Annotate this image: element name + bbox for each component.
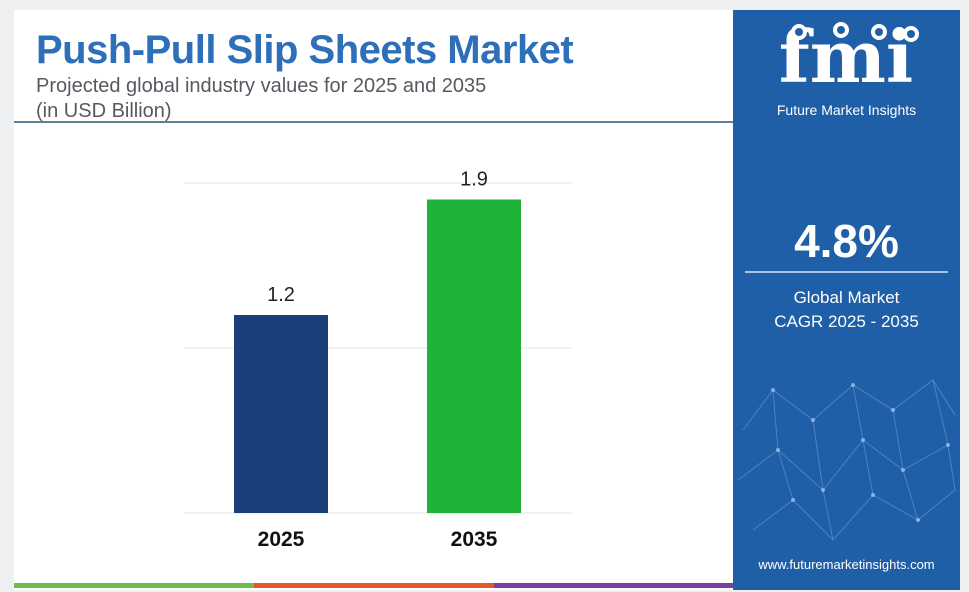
chart-panel: Push-Pull Slip Sheets Market Projected g… xyxy=(14,10,733,590)
bar-2035 xyxy=(427,199,521,513)
cagr-label-line-1: Global Market xyxy=(793,288,900,307)
strip-segment-green xyxy=(14,583,254,588)
bar-2025 xyxy=(234,315,328,513)
strip-segment-purple xyxy=(494,583,733,588)
cagr-value: 4.8% xyxy=(794,215,899,267)
subtitle: Projected global industry values for 202… xyxy=(36,74,486,124)
title-divider xyxy=(14,121,733,123)
website-link[interactable]: www.futuremarketinsights.com xyxy=(758,557,935,572)
fmi-logo-mark: fmi xyxy=(779,14,919,99)
subtitle-line-1: Projected global industry values for 202… xyxy=(36,75,487,97)
fmi-logo: fmi Future Market Insights xyxy=(733,14,960,118)
x-tick-label-2025: 2025 xyxy=(258,528,305,551)
infographic-card: Push-Pull Slip Sheets Market Projected g… xyxy=(14,10,960,590)
subtitle-line-2: (in USD Billion) xyxy=(36,100,172,122)
cagr-divider xyxy=(745,271,948,273)
page-title: Push-Pull Slip Sheets Market xyxy=(36,28,574,72)
network-pattern xyxy=(737,379,956,541)
x-tick-label-2035: 2035 xyxy=(451,528,498,551)
data-label-2025: 1.2 xyxy=(267,284,295,306)
strip-segment-orange xyxy=(254,583,494,588)
logo-tagline: Future Market Insights xyxy=(776,102,917,118)
data-label-2035: 1.9 xyxy=(460,169,488,191)
cagr-label: Global Market CAGR 2025 - 2035 xyxy=(733,286,960,334)
color-strip xyxy=(14,583,733,588)
bar-chart: 1.2 2025 1.9 2035 xyxy=(184,169,572,551)
brand-panel: fmi Future Market Insights 4.8% Global M… xyxy=(733,10,960,590)
cagr-label-line-2: CAGR 2025 - 2035 xyxy=(774,312,919,331)
